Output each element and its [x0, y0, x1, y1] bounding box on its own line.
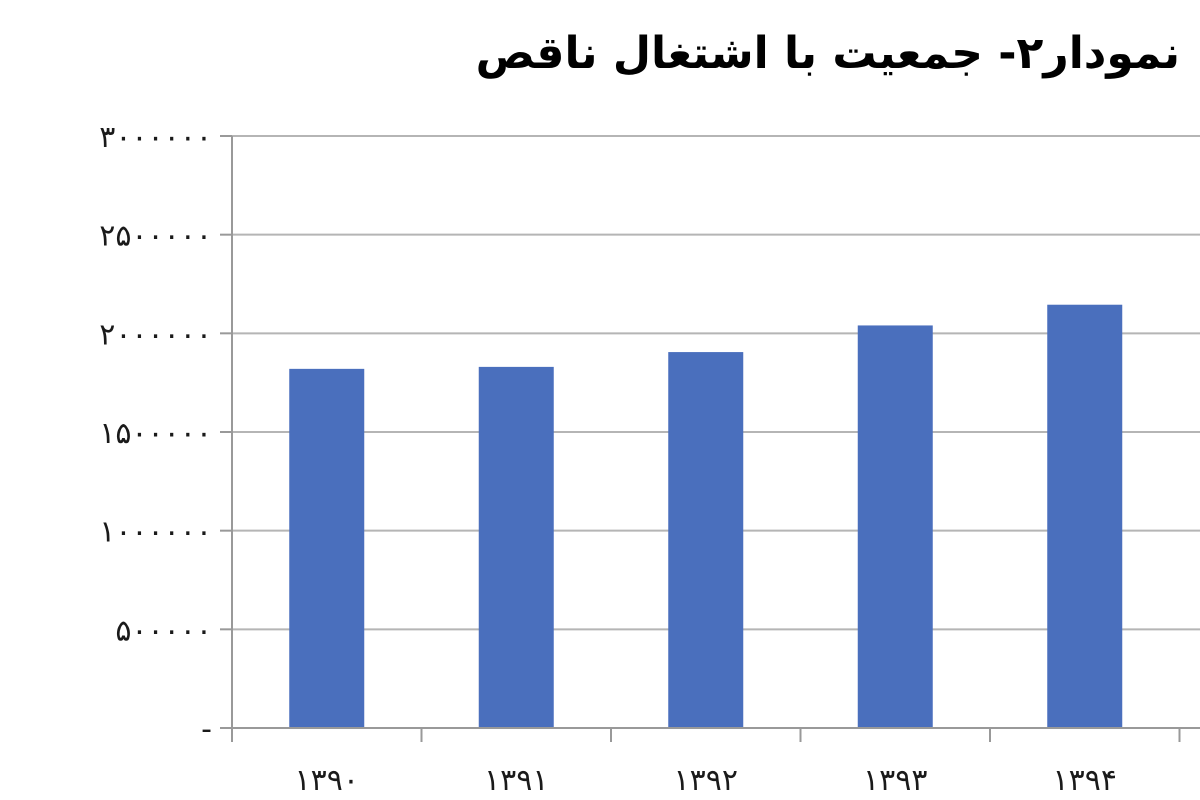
y-tick-label: ۱۰۰۰۰۰۰	[99, 515, 212, 550]
bar-2	[668, 352, 744, 728]
bar-4	[1047, 304, 1123, 728]
bar-0	[289, 368, 365, 728]
gridlines	[232, 135, 1200, 631]
tick-labels: - ۵۰۰۰۰۰ ۱۰۰۰۰۰۰ ۱۵۰۰۰۰۰ ۲۰۰۰۰۰۰ ۲۵۰۰۰۰۰ ۳۰۰۰۰…	[99, 120, 1117, 798]
y-tick-label: -	[201, 712, 212, 747]
x-tick-label: ۱۳۹۳	[863, 763, 927, 798]
chart-title: نمودار۲- جمعیت با اشتغال ناقص	[475, 28, 1180, 79]
y-tick-label: ۱۵۰۰۰۰۰	[99, 416, 212, 451]
x-tick-label: ۱۳۹۴	[1053, 763, 1117, 798]
axes	[220, 135, 1200, 742]
y-tick-label: ۲۰۰۰۰۰۰	[99, 317, 212, 352]
bars	[289, 304, 1123, 728]
bar-3	[857, 325, 933, 728]
y-tick-label: ۲۵۰۰۰۰۰	[99, 219, 212, 254]
x-tick-label: ۱۳۹۲	[674, 763, 738, 798]
y-tick-label: ۳۰۰۰۰۰۰	[99, 120, 212, 155]
bar-1	[478, 366, 554, 728]
y-tick-label: ۵۰۰۰۰۰	[115, 613, 212, 648]
x-tick-label: ۱۳۹۱	[484, 763, 548, 798]
x-tick-label: ۱۳۹۰	[295, 763, 359, 798]
